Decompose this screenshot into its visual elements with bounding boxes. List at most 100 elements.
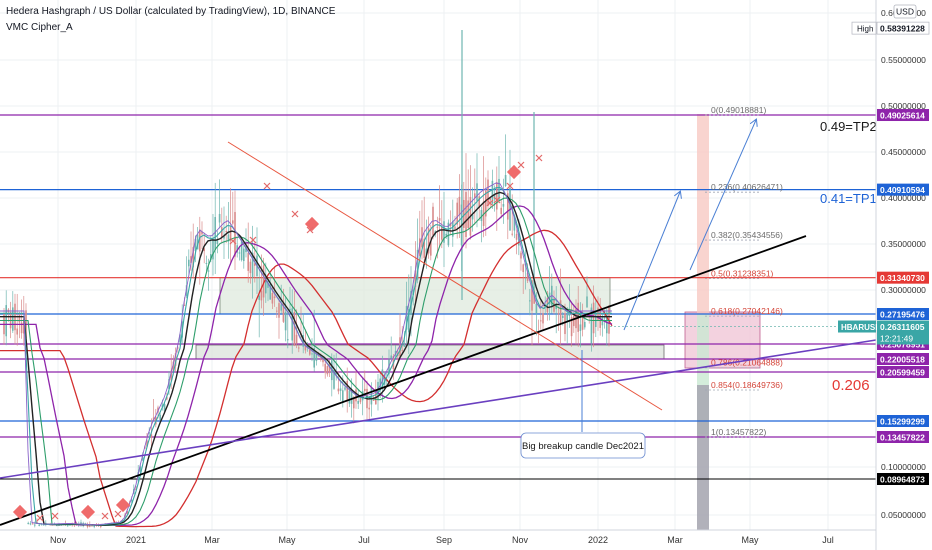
- price-badge-text: 0.20599459: [880, 368, 925, 378]
- cross-stroke: [535, 154, 543, 162]
- candle-body: [23, 318, 25, 334]
- price-badge-bg: [876, 21, 930, 35]
- candle-body: [364, 388, 366, 392]
- candle-body: [324, 363, 326, 373]
- candle-body: [236, 245, 238, 253]
- candle-body: [139, 466, 142, 473]
- candle-body: [150, 434, 153, 438]
- candle-body: [344, 387, 346, 390]
- cross-marker: [36, 514, 44, 522]
- candle-body: [214, 216, 216, 250]
- price-badge-bg: [877, 366, 929, 378]
- cross-stroke: [291, 210, 299, 218]
- candle-body: [452, 221, 454, 237]
- candle-body: [194, 238, 197, 251]
- candle-body: [430, 241, 432, 256]
- price-badge-bg: [877, 431, 929, 443]
- candle-body: [315, 353, 318, 362]
- candle-body: [458, 196, 461, 216]
- candle-body: [390, 355, 392, 359]
- x-tick-label: Jul: [358, 535, 370, 545]
- x-axis-bg: [0, 530, 876, 550]
- candle-body: [375, 392, 377, 405]
- candle-body: [491, 180, 494, 204]
- candle-body: [335, 372, 337, 375]
- price-badge: 0.49025614: [877, 109, 929, 122]
- cross-stroke: [263, 182, 271, 190]
- indicator-label[interactable]: VMC Cipher_A: [6, 22, 73, 33]
- candle-body: [493, 193, 496, 200]
- candle-body: [267, 283, 269, 288]
- price-badge-text: 0.22005518: [880, 355, 925, 365]
- candle-body: [42, 524, 45, 526]
- candle-body: [141, 457, 144, 460]
- candle-body: [168, 379, 170, 389]
- x-tick-label: May: [741, 535, 759, 545]
- ascending-trendline-purple: [0, 339, 877, 479]
- candle-body: [480, 210, 483, 222]
- candle-body: [311, 353, 313, 355]
- candle-body: [381, 369, 384, 387]
- candle-body: [419, 238, 421, 256]
- candle-body: [333, 370, 335, 389]
- currency-button[interactable]: USD: [893, 4, 917, 19]
- candle-body: [357, 400, 359, 404]
- candle-body: [559, 300, 562, 324]
- candle-body: [445, 233, 447, 236]
- candle-body: [56, 525, 58, 527]
- candle-body: [185, 285, 188, 297]
- candle-body: [504, 175, 507, 186]
- candle-body: [276, 310, 278, 312]
- candle-body: [36, 521, 38, 523]
- symbol-tag-bg: [838, 320, 876, 333]
- candle-body: [581, 315, 584, 330]
- candle-body: [383, 374, 386, 385]
- candle-body: [240, 241, 243, 261]
- candle-body: [443, 221, 445, 243]
- candle-body: [579, 324, 582, 331]
- cross-marker: [493, 196, 501, 204]
- candle-body: [29, 523, 32, 525]
- candle-body: [485, 190, 487, 217]
- candle-body: [203, 248, 205, 252]
- cross-marker: [101, 512, 109, 520]
- candle-body: [293, 311, 296, 346]
- fib-label: 0.382(0.35434556): [711, 230, 783, 240]
- candle-body: [502, 204, 505, 207]
- candle-body: [16, 328, 18, 335]
- candle-body: [597, 307, 599, 321]
- candle-body: [518, 232, 520, 246]
- candle-body: [476, 183, 478, 201]
- price-badge: 0.20599459: [877, 366, 929, 378]
- candle-body: [245, 246, 247, 253]
- candle-body: [304, 345, 307, 351]
- price-badge: 0.08964873: [877, 473, 929, 485]
- candle-body: [529, 300, 531, 302]
- candle-body: [427, 228, 430, 254]
- candle-body: [174, 353, 177, 366]
- callout-box: Big breakup candle Dec2021: [520, 432, 646, 459]
- candle-body: [232, 220, 234, 224]
- candle-body: [260, 290, 263, 301]
- cross-stroke: [229, 237, 237, 245]
- candle-body: [540, 320, 542, 322]
- cross-marker: [263, 182, 271, 190]
- candle-body: [280, 304, 282, 311]
- price-badge: 0.13457822: [877, 431, 929, 443]
- callout-frame: [520, 432, 646, 459]
- candle-body: [161, 404, 164, 408]
- candle-body: [350, 389, 353, 404]
- cross-stroke: [36, 514, 44, 522]
- candle-body: [562, 315, 564, 318]
- candle-body: [403, 342, 406, 347]
- last-price: HBARUSD 0.26311605 12:21:49: [610, 320, 929, 345]
- cross-marker: [114, 510, 122, 518]
- candle-body: [192, 247, 194, 268]
- ma-line-red: [0, 229, 613, 528]
- cross-stroke: [114, 510, 122, 518]
- candle-body: [463, 199, 465, 228]
- candle-body: [89, 524, 91, 527]
- y-tick-label: 0.05000000: [881, 510, 926, 520]
- price-badge: 0.40910594: [877, 183, 929, 196]
